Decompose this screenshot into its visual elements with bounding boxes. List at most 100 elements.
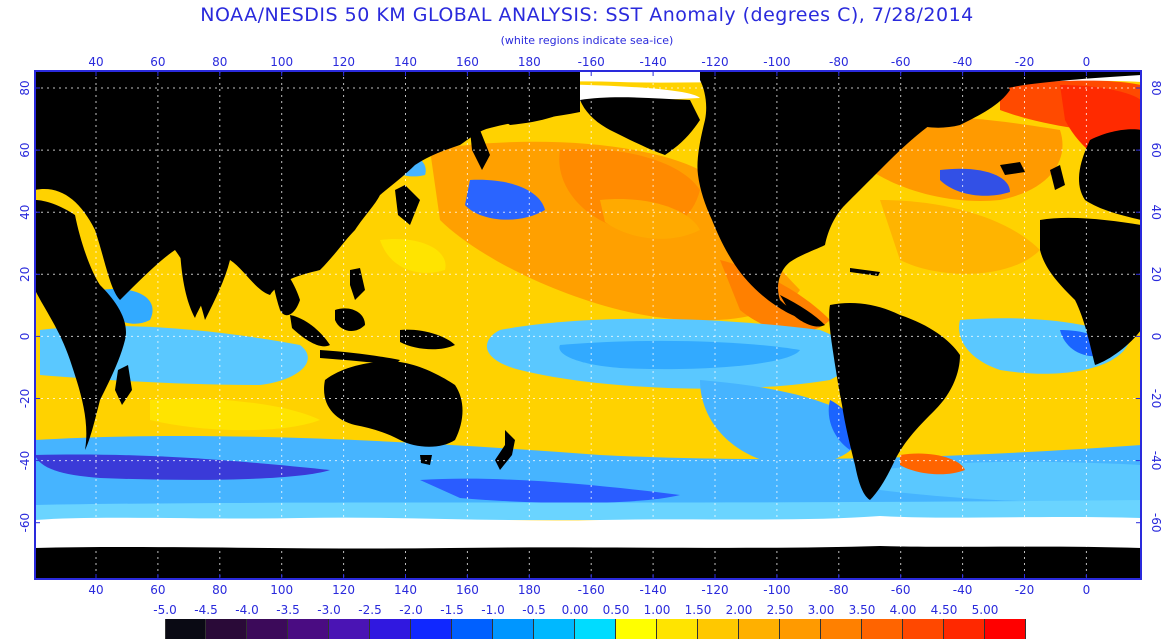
scale-swatch (247, 619, 288, 639)
lon-label-bottom: 120 (332, 583, 355, 597)
lon-label-top: -140 (639, 55, 666, 69)
scale-swatch (862, 619, 903, 639)
scale-swatch (821, 619, 862, 639)
lon-label-bottom: 180 (518, 583, 541, 597)
scale-swatch (411, 619, 452, 639)
lon-label-bottom: 100 (270, 583, 293, 597)
lon-label-bottom: 60 (150, 583, 165, 597)
scale-label: 0.00 (561, 603, 589, 617)
scale-label: -1.5 (440, 603, 464, 617)
lat-label-left: -20 (18, 389, 32, 409)
scale-label: 3.00 (807, 603, 835, 617)
scale-swatch (165, 619, 206, 639)
scale-swatch (698, 619, 739, 639)
scale-label: -4.5 (194, 603, 218, 617)
lon-label-bottom: -40 (953, 583, 973, 597)
lon-label-top: 0 (1083, 55, 1091, 69)
color-scale-labels: -5.0 -4.5 -4.0 -3.5 -3.0 -2.5 -2.0 -1.5 -1.0 -0.5… (0, 603, 1174, 619)
scale-swatch (288, 619, 329, 639)
lon-label-bottom: -140 (639, 583, 666, 597)
scale-label: -3.0 (317, 603, 341, 617)
scale-swatch (944, 619, 985, 639)
lon-label-bottom: -60 (891, 583, 911, 597)
lat-label-right: 20 (1149, 267, 1163, 282)
scale-label: 1.00 (643, 603, 671, 617)
scale-swatch (739, 619, 780, 639)
longitude-labels-bottom: 40 60 80 100 120 140 160 180 -160 -140 -120 -100 -80… (88, 583, 1090, 597)
lat-label-left: 60 (18, 142, 32, 157)
lon-label-top: 180 (518, 55, 541, 69)
lon-label-bottom: -20 (1015, 583, 1035, 597)
latitude-labels-left: 80 60 40 20 0 -20 -40 -60 (18, 80, 32, 532)
lon-label-top: -40 (953, 55, 973, 69)
scale-swatch (206, 619, 247, 639)
lat-label-left: 80 (18, 80, 32, 95)
lon-label-top: 160 (456, 55, 479, 69)
scale-swatch (780, 619, 821, 639)
scale-swatch (575, 619, 616, 639)
lon-label-top: 40 (88, 55, 103, 69)
color-scale-bar (165, 619, 1026, 639)
map-subtitle: (white regions indicate sea-ice) (500, 34, 674, 47)
scale-swatch (534, 619, 575, 639)
latitude-labels-right: 80 60 40 20 0 -20 -40 -60 (1149, 80, 1163, 532)
lat-label-left: -60 (18, 513, 32, 533)
map-frame (34, 70, 1142, 580)
scale-label: -3.5 (276, 603, 300, 617)
map-plot-area (35, 71, 1141, 579)
map-title: NOAA/NESDIS 50 KM GLOBAL ANALYSIS: SST A… (200, 4, 974, 26)
scale-label: 5.00 (971, 603, 999, 617)
lon-label-top: -120 (701, 55, 728, 69)
scale-label: -2.0 (399, 603, 423, 617)
graticule (35, 71, 1141, 579)
scale-swatch (985, 619, 1026, 639)
lat-label-right: 0 (1149, 333, 1163, 341)
lon-label-top: -60 (891, 55, 911, 69)
lon-label-bottom: 80 (212, 583, 227, 597)
scale-label: -1.0 (481, 603, 505, 617)
lat-label-right: -20 (1149, 389, 1163, 409)
scale-swatch (616, 619, 657, 639)
scale-label: 4.00 (889, 603, 917, 617)
scale-label: -4.0 (235, 603, 259, 617)
scale-swatch (493, 619, 534, 639)
lon-label-bottom: -120 (701, 583, 728, 597)
scale-swatch (903, 619, 944, 639)
lon-label-bottom: 140 (394, 583, 417, 597)
lon-label-bottom: 0 (1083, 583, 1091, 597)
lon-label-top: -80 (829, 55, 849, 69)
lat-label-left: 40 (18, 205, 32, 220)
sst-anomaly-map: 40 60 80 100 120 140 160 180 -160 -140 -120 -100 -80… (18, 55, 1163, 597)
lat-label-right: 60 (1149, 142, 1163, 157)
scale-swatch (370, 619, 411, 639)
scale-label: 0.50 (602, 603, 630, 617)
longitude-labels-top: 40 60 80 100 120 140 160 180 -160 -140 -120 -100 -80… (88, 55, 1090, 69)
scale-label: 1.50 (684, 603, 712, 617)
lat-label-right: 40 (1149, 205, 1163, 220)
lat-label-right: -60 (1149, 513, 1163, 533)
lon-label-top: -100 (763, 55, 790, 69)
lat-label-left: 20 (18, 267, 32, 282)
scale-label: -2.5 (358, 603, 382, 617)
lon-label-bottom: 40 (88, 583, 103, 597)
axis-ticks (35, 71, 1141, 579)
scale-label: 3.50 (848, 603, 876, 617)
lon-label-top: 140 (394, 55, 417, 69)
scale-label: -0.5 (522, 603, 546, 617)
lat-label-right: 80 (1149, 80, 1163, 95)
lon-label-bottom: 160 (456, 583, 479, 597)
lon-label-bottom: -100 (763, 583, 790, 597)
lon-label-bottom: -160 (578, 583, 605, 597)
lat-label-left: -40 (18, 451, 32, 471)
lon-label-top: 100 (270, 55, 293, 69)
scale-swatch (452, 619, 493, 639)
lon-label-bottom: -80 (829, 583, 849, 597)
scale-label: 2.50 (766, 603, 794, 617)
lat-label-left: 0 (18, 333, 32, 341)
lon-label-top: -20 (1015, 55, 1035, 69)
land-masses (35, 71, 1141, 579)
scale-label: 2.00 (725, 603, 753, 617)
lon-label-top: 120 (332, 55, 355, 69)
scale-swatch (329, 619, 370, 639)
lon-label-top: 80 (212, 55, 227, 69)
